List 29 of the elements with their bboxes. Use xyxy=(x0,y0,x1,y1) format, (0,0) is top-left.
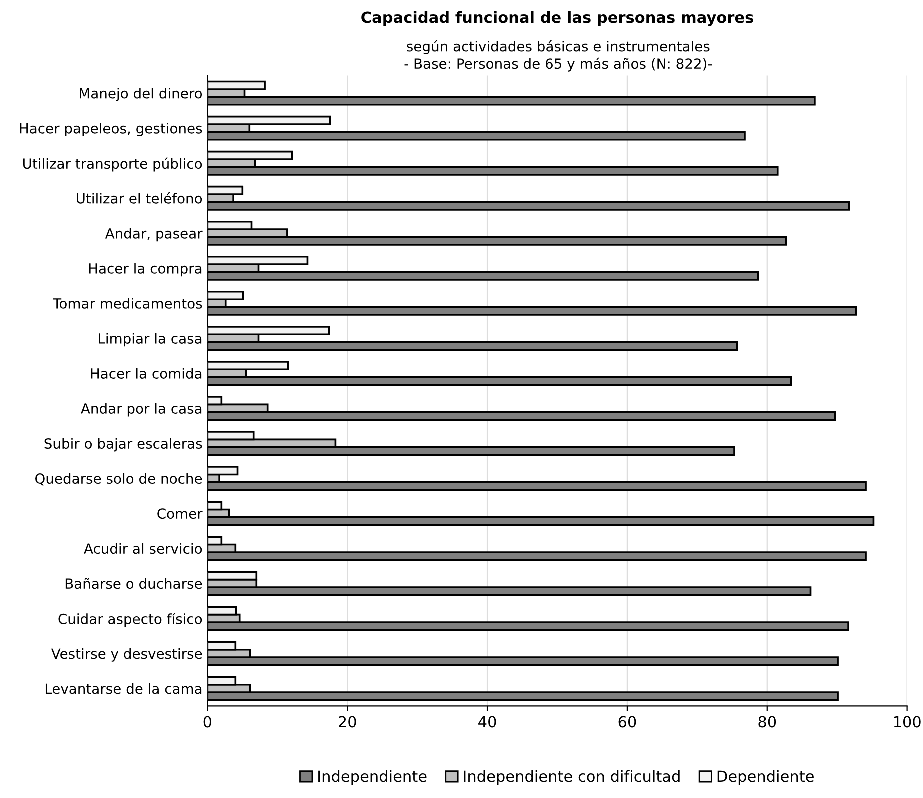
y-tick-label: Vestirse y desvestirse xyxy=(51,648,202,662)
y-tick-label: Comer xyxy=(158,508,203,520)
x-tick-label: 60 xyxy=(618,716,636,728)
y-tick-label: Cuidar aspecto físico xyxy=(58,613,202,628)
x-tick-label: 0 xyxy=(204,716,212,728)
chart-subtitle: según actividades básicas e instrumentales - Base: Personas de 65 y más años (N: 822)- xyxy=(404,40,712,72)
legend-label: Independiente con dificultad xyxy=(464,770,680,786)
x-tick-label: 100 xyxy=(894,716,921,728)
y-tick-label: Hacer la compra xyxy=(89,263,202,277)
y-tick-label: Levantarse de la cama xyxy=(46,683,202,694)
y-tick-label: Tomar medicamentos xyxy=(53,298,202,309)
y-tick-label: Quedarse solo de noche xyxy=(36,473,202,486)
legend-label: Dependiente xyxy=(718,770,814,786)
y-tick-label: Hacer papeleos, gestiones xyxy=(20,123,202,137)
y-tick-label: Utilizar transporte público xyxy=(23,158,202,172)
y-tick-label: Andar por la casa xyxy=(81,403,202,417)
x-tick-label: 20 xyxy=(339,716,356,728)
y-tick-label: Limpiar la casa xyxy=(99,333,202,347)
y-tick-label: Manejo del dinero xyxy=(80,88,202,102)
chart-title: Capacidad funcional de las personas mayores xyxy=(362,11,754,26)
x-tick-label: 40 xyxy=(478,716,496,728)
y-tick-label: Andar, pasear xyxy=(105,228,203,242)
y-tick-label: Bañarse o ducharse xyxy=(66,578,202,590)
y-tick-label: Acudir al servicio xyxy=(84,543,202,554)
y-tick-label: Utilizar el teléfono xyxy=(77,192,202,204)
y-tick-label: Subir o bajar escaleras xyxy=(44,438,202,452)
y-tick-label: Hacer la comida xyxy=(91,368,202,379)
x-tick-label: 80 xyxy=(758,716,776,728)
legend-label: Independiente xyxy=(318,770,427,786)
